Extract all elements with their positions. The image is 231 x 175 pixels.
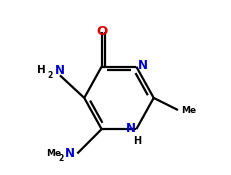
- Text: N: N: [138, 59, 148, 72]
- Text: O: O: [96, 25, 107, 38]
- Text: 2: 2: [48, 71, 53, 80]
- Text: 2: 2: [58, 154, 64, 163]
- Text: H: H: [133, 136, 141, 146]
- Text: N: N: [125, 122, 135, 135]
- Text: H: H: [37, 65, 46, 75]
- Text: Me: Me: [46, 149, 61, 158]
- Text: N: N: [65, 147, 75, 160]
- Text: Me: Me: [182, 106, 197, 115]
- Text: N: N: [55, 64, 65, 77]
